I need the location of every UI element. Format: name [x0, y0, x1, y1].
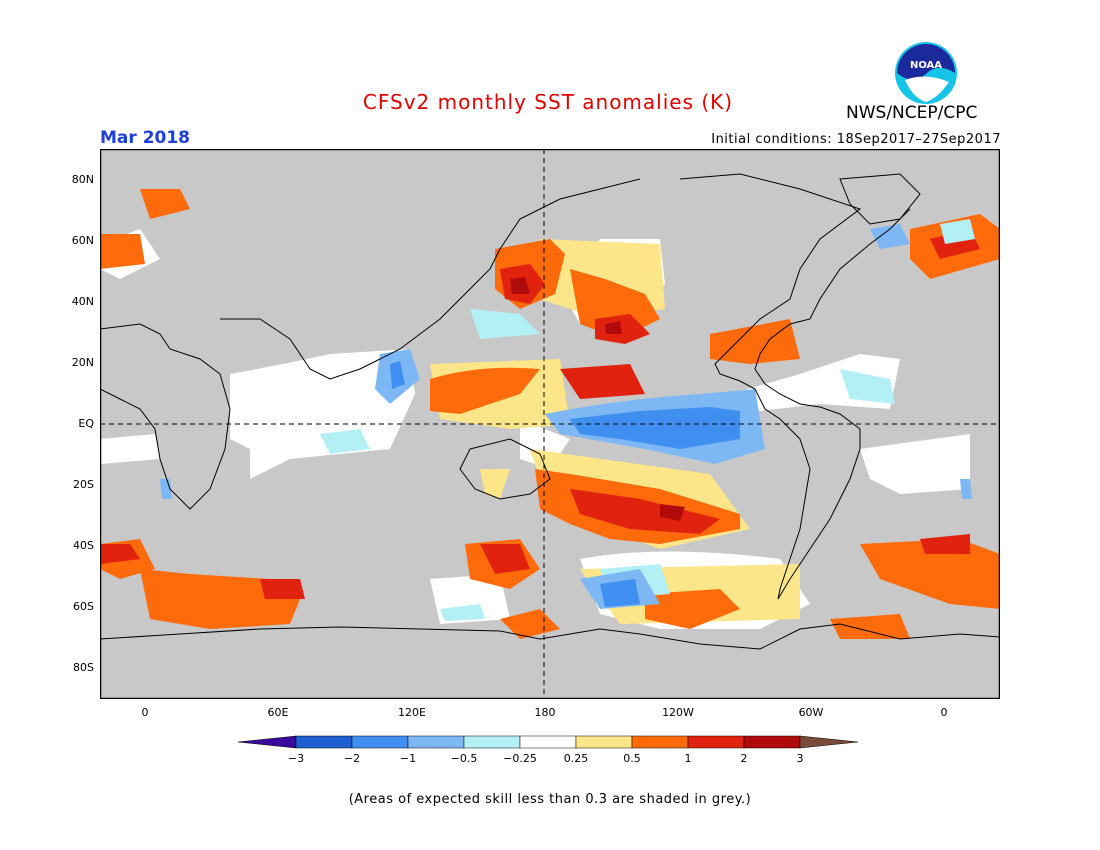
colorbar-label: 3 — [796, 752, 804, 765]
colorbar-segment — [631, 735, 689, 749]
colorbar-label: −1 — [399, 752, 417, 765]
lat-tick-label: 80S — [73, 661, 94, 674]
lat-tick-label: 60N — [71, 234, 94, 247]
colorbar-label: −0.25 — [503, 752, 537, 765]
colorbar-label: 0.25 — [563, 752, 589, 765]
colorbar-label: −3 — [287, 752, 305, 765]
colorbar-segment — [743, 735, 801, 749]
colorbar-label: −2 — [343, 752, 361, 765]
colorbar-over-triangle — [799, 735, 859, 749]
map-frame — [100, 149, 1000, 699]
colorbar-segment — [687, 735, 745, 749]
lon-tick-label: 60E — [267, 706, 289, 719]
coastlines — [100, 173, 1000, 650]
colorbar-segment — [295, 735, 353, 749]
lon-tick-label: 0 — [141, 706, 149, 719]
lat-tick-label: EQ — [78, 417, 94, 430]
sst-anomaly-map — [100, 149, 1000, 699]
lon-tick-label: 120W — [662, 706, 694, 719]
colorbar-under-triangle — [238, 735, 297, 749]
strong-warm-areas — [100, 229, 980, 599]
colorbar — [238, 735, 859, 749]
lat-tick-label: 20N — [71, 356, 94, 369]
colorbar-segment — [351, 735, 409, 749]
lat-tick-label: 40S — [73, 539, 94, 552]
colorbar-segment — [519, 735, 577, 749]
lat-tick-label: 40N — [71, 295, 94, 308]
lon-tick-label: 120E — [398, 706, 426, 719]
lon-tick-label: 180 — [534, 706, 556, 719]
footer-note: (Areas of expected skill less than 0.3 a… — [348, 792, 752, 807]
colorbar-label: 2 — [740, 752, 748, 765]
agency-label: NWS/NCEP/CPC — [846, 103, 978, 123]
lon-tick-label: 60W — [798, 706, 824, 719]
chart-title: CFSv2 monthly SST anomalies (K) — [362, 90, 734, 114]
very-strong-warm-areas — [510, 277, 685, 521]
lat-tick-label: 80N — [71, 173, 94, 186]
strong-cool-areas — [390, 361, 740, 607]
lon-tick-label: 0 — [940, 706, 948, 719]
colorbar-segment — [407, 735, 465, 749]
colorbar-segment — [575, 735, 633, 749]
colorbar-segment — [463, 735, 521, 749]
lat-tick-label: 60S — [73, 600, 94, 613]
noaa-logo: NOAA — [895, 42, 957, 104]
lat-tick-label: 20S — [73, 478, 94, 491]
colorbar-label: 0.5 — [623, 752, 641, 765]
noaa-logo-text: NOAA — [910, 60, 942, 71]
initial-conditions: Initial conditions: 18Sep2017–27Sep2017 — [711, 132, 1001, 147]
colorbar-label: 1 — [684, 752, 692, 765]
forecast-month: Mar 2018 — [100, 128, 191, 148]
colorbar-label: −0.5 — [450, 752, 478, 765]
